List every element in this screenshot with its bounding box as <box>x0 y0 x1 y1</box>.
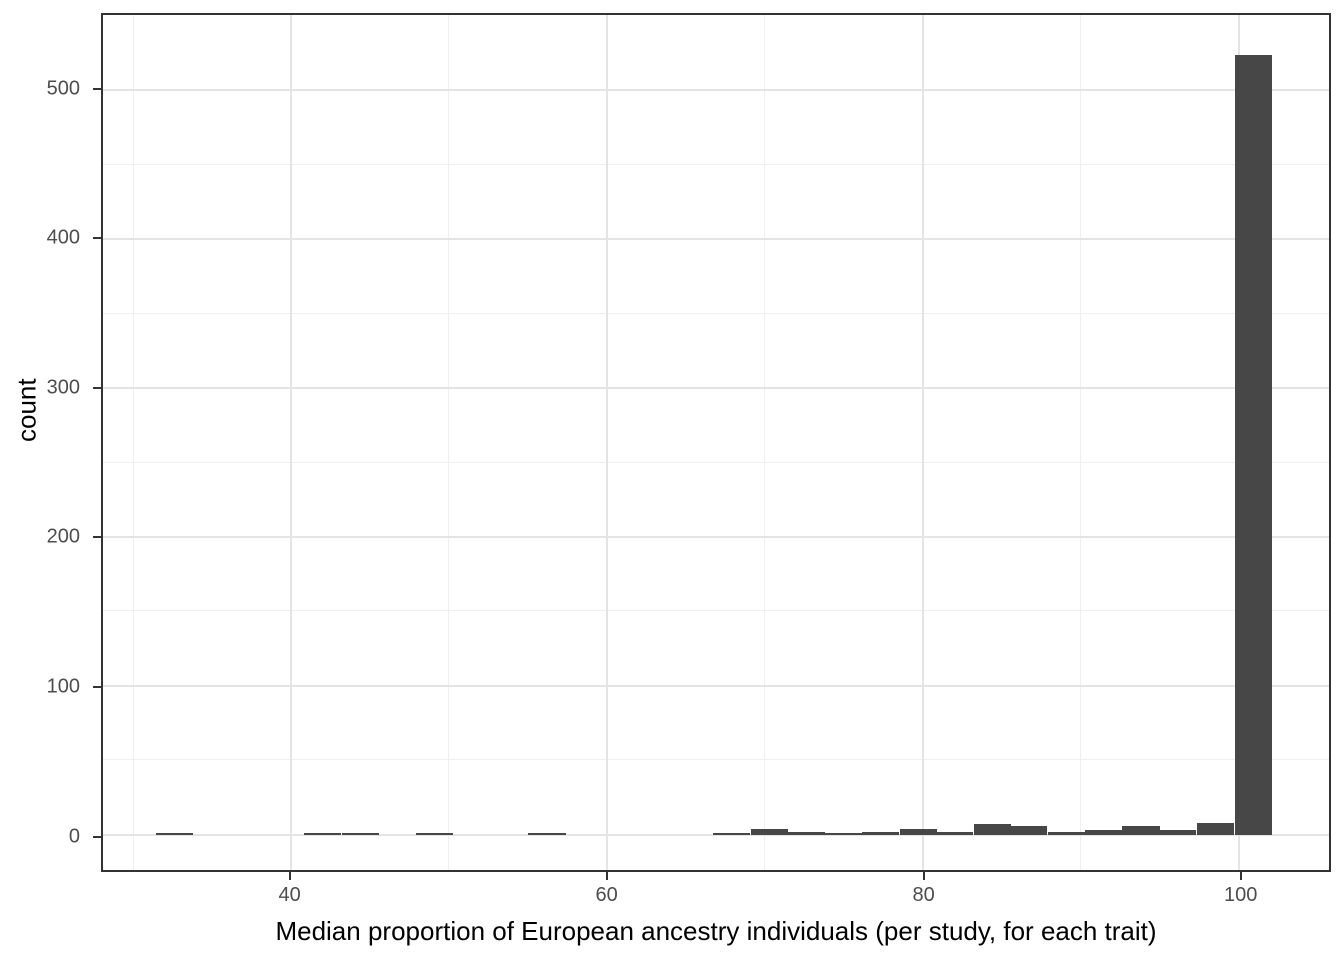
histogram-bar <box>1010 825 1048 835</box>
x-minor-gridline <box>448 15 450 870</box>
x-axis-title: Median proportion of European ancestry i… <box>275 916 1157 946</box>
y-minor-gridline <box>103 759 1329 761</box>
histogram-bar <box>341 833 380 835</box>
histogram-bar <box>713 833 751 835</box>
x-major-gridline <box>921 15 924 870</box>
histogram-bar <box>1084 830 1122 835</box>
y-axis: 0 100 200 300 400 500 <box>0 13 101 872</box>
y-major-gridline <box>103 535 1329 538</box>
y-tick-label: 200 <box>46 525 80 548</box>
histogram-bar <box>973 824 1012 835</box>
x-tick-mark <box>922 872 925 880</box>
x-tick-label: 60 <box>595 884 618 906</box>
x-tick-mark <box>288 872 291 880</box>
y-tick-mark <box>93 685 101 688</box>
y-tick-label: 300 <box>46 376 80 399</box>
y-minor-gridline <box>103 610 1329 612</box>
x-minor-gridline <box>764 15 766 870</box>
x-tick-mark <box>1239 872 1242 880</box>
x-tick-mark <box>605 872 608 880</box>
y-tick-mark <box>93 237 101 240</box>
histogram-bar <box>155 833 193 835</box>
x-minor-gridline <box>132 15 134 870</box>
x-major-gridline <box>290 15 292 870</box>
y-minor-gridline <box>103 312 1329 314</box>
x-axis: 40 60 80 100 <box>101 872 1331 918</box>
y-minor-gridline <box>103 461 1329 463</box>
x-major-gridline <box>605 15 608 870</box>
histogram-bar <box>1122 825 1160 835</box>
histogram-bar <box>899 828 937 835</box>
y-tick-label: 100 <box>46 675 80 698</box>
plot-panel <box>101 13 1331 872</box>
y-tick-label: 0 <box>68 825 80 848</box>
histogram-bar <box>1196 822 1234 835</box>
x-tick-label: 100 <box>1223 884 1258 906</box>
histogram-bar <box>861 831 899 835</box>
histogram-bar <box>528 833 566 835</box>
histogram-bar <box>825 833 863 835</box>
y-tick-mark <box>93 835 101 838</box>
histogram-bar <box>304 833 342 835</box>
x-tick-label: 80 <box>912 884 935 906</box>
x-tick-label: 40 <box>278 884 301 906</box>
y-major-gridline <box>103 387 1329 390</box>
histogram-bar <box>936 831 974 835</box>
y-tick-label: 500 <box>46 77 80 100</box>
histogram-bar <box>751 828 789 835</box>
y-tick-mark <box>93 87 101 90</box>
y-major-gridline <box>103 833 1329 836</box>
histogram-bar <box>1158 830 1196 835</box>
y-major-gridline <box>103 89 1329 92</box>
y-tick-mark <box>93 386 101 389</box>
y-major-gridline <box>103 238 1329 241</box>
y-tick-label: 400 <box>46 226 80 249</box>
y-tick-mark <box>93 536 101 539</box>
y-minor-gridline <box>103 163 1329 165</box>
y-major-gridline <box>103 684 1329 687</box>
x-minor-gridline <box>1080 15 1082 870</box>
histogram-bar <box>416 833 454 835</box>
histogram-bar <box>1234 54 1272 835</box>
histogram-bar <box>1048 831 1086 835</box>
histogram-bar <box>787 831 825 835</box>
